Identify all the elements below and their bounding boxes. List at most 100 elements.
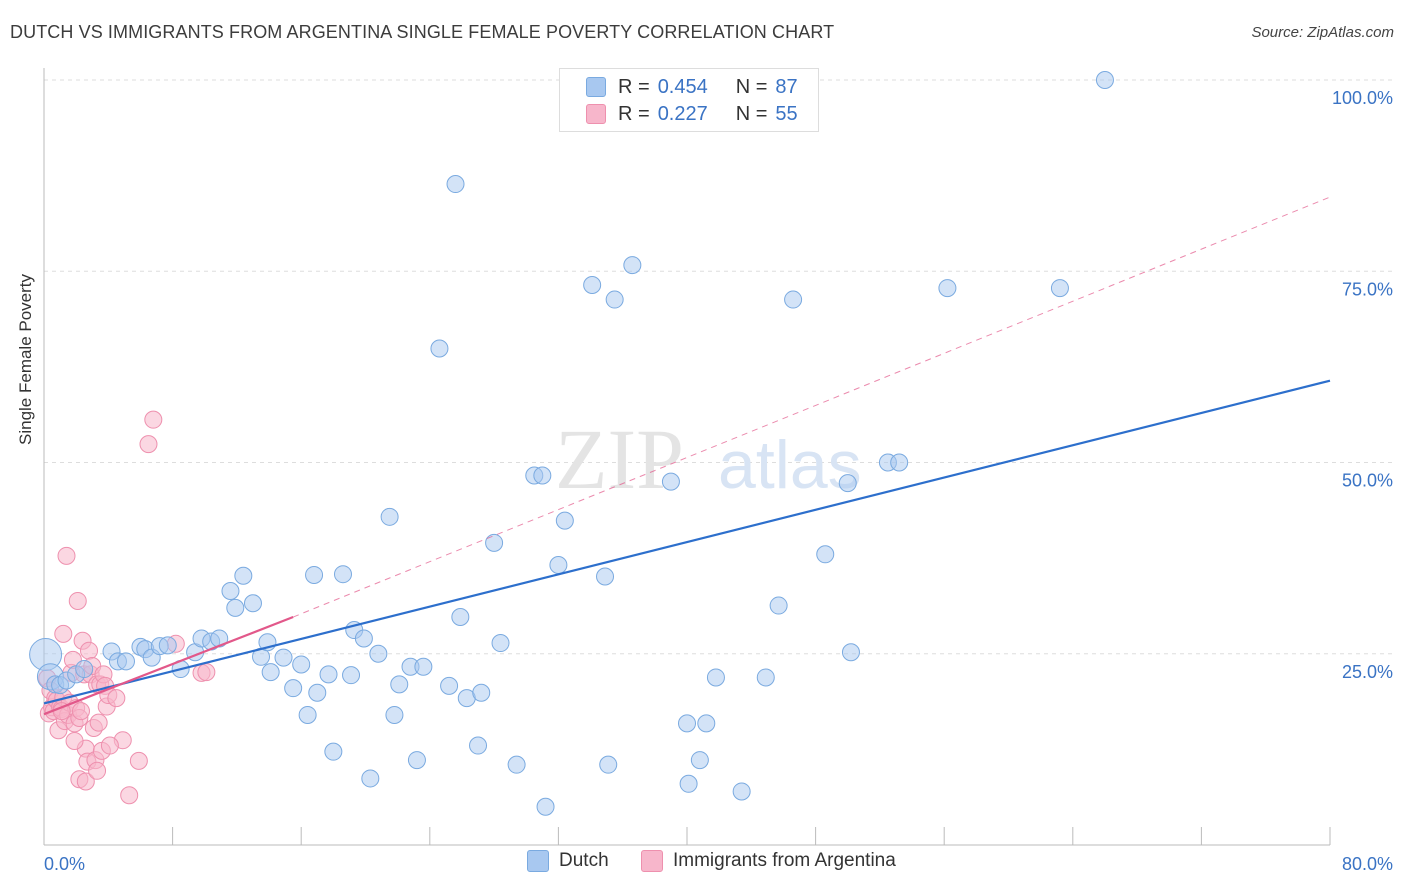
dutch-point [1050,279,1069,298]
argentina-point [89,713,108,732]
dutch-point [536,797,555,816]
dutch-point [769,596,788,615]
r-value-dutch: 0.454 [657,75,708,98]
dutch-point [838,474,857,493]
dutch-point [380,507,399,526]
dutch-point [555,511,574,530]
dutch-point [469,736,488,755]
dutch-point [234,566,253,585]
dutch-point [333,565,352,584]
dutch-point [274,648,293,667]
argentina-trend-line [43,616,294,716]
argentina-swatch [641,850,663,872]
argentina-trend-extension [292,196,1331,618]
argentina-point [54,624,73,643]
correlation-legend: R = 0.454 N = 87 R = 0.227 N = 55 [559,68,819,132]
dutch-point [706,668,725,687]
y-tick-label: 100.0% [1332,88,1393,108]
dutch-point [679,774,698,793]
legend-row-dutch: R = 0.454 N = 87 [560,74,798,100]
watermark-zip: ZIP [555,411,684,507]
dutch-trend-line [43,379,1331,705]
argentina-point [100,736,119,755]
x-tick-label: 0.0% [44,854,85,874]
dutch-point [1095,71,1114,89]
argentina-points [38,410,216,805]
dutch-point [440,676,459,695]
dutch-point [549,556,568,575]
dutch-point [890,453,909,472]
dutch-point [605,290,624,309]
chart-title: DUTCH VS IMMIGRANTS FROM ARGENTINA SINGL… [10,22,835,42]
r-label: R = [618,75,650,98]
dutch-point [319,665,338,684]
dutch-point [507,755,526,774]
argentina-point [68,591,87,610]
dutch-point [261,663,280,682]
dutch-point [385,705,404,724]
source-label: Source: ZipAtlas.com [1251,24,1394,41]
bottom-legend-argentina: Immigrants from Argentina [641,850,896,872]
dutch-point [451,608,470,627]
dutch-point [158,636,177,655]
dutch-point [732,782,751,801]
tick-labels: 25.0% 50.0% 75.0% 100.0% 0.0% 80.0% [44,88,1393,874]
dutch-point [243,594,262,613]
dutch-point [596,567,615,586]
argentina-legend-label: Immigrants from Argentina [673,850,896,871]
n-label: N = [735,75,768,98]
argentina-swatch [586,104,606,124]
dutch-point [533,466,552,485]
dutch-point [342,666,361,685]
x-tick-label: 80.0% [1342,854,1393,874]
dutch-point [690,751,709,770]
dutch-point [361,769,380,788]
dutch-points [29,71,1114,816]
trend-lines [43,196,1331,716]
dutch-point [491,634,510,653]
dutch-legend-label: Dutch [559,850,609,871]
dutch-point [298,705,317,724]
n-value-dutch: 87 [775,75,798,98]
argentina-point [120,786,139,805]
y-tick-label: 75.0% [1342,279,1393,299]
dutch-point [623,256,642,275]
argentina-point [107,689,126,708]
argentina-point [57,546,76,565]
r-value-argentina: 0.227 [657,102,708,125]
dutch-point [369,644,388,663]
argentina-point [65,731,84,750]
dutch-point [446,175,465,194]
watermark-atlas: atlas [718,427,862,503]
argentina-point [88,761,107,780]
dutch-point [583,276,602,295]
dutch-point [485,533,504,552]
dutch-point [697,714,716,733]
dutch-point [75,660,94,679]
argentina-point [139,435,158,454]
dutch-point [472,683,491,702]
dutch-point [226,598,245,617]
dutch-point [292,655,311,674]
argentina-point [144,410,163,429]
n-label: N = [735,102,768,125]
dutch-point [599,755,618,774]
dutch-point [116,652,135,671]
dutch-swatch [527,850,549,872]
dutch-point [841,643,860,662]
y-axis-label: Single Female Poverty [16,273,35,445]
dutch-point [354,629,373,648]
argentina-point [129,751,148,770]
y-tick-label: 25.0% [1342,662,1393,682]
dutch-point [756,668,775,687]
n-value-argentina: 55 [775,102,798,125]
dutch-point [221,582,240,601]
dutch-point [430,339,449,358]
dutch-point [414,657,433,676]
dutch-point [407,751,426,770]
argentina-point [197,663,216,682]
dutch-point [938,279,957,298]
dutch-point [678,714,696,733]
dutch-point [390,675,409,694]
dutch-point [305,565,324,584]
